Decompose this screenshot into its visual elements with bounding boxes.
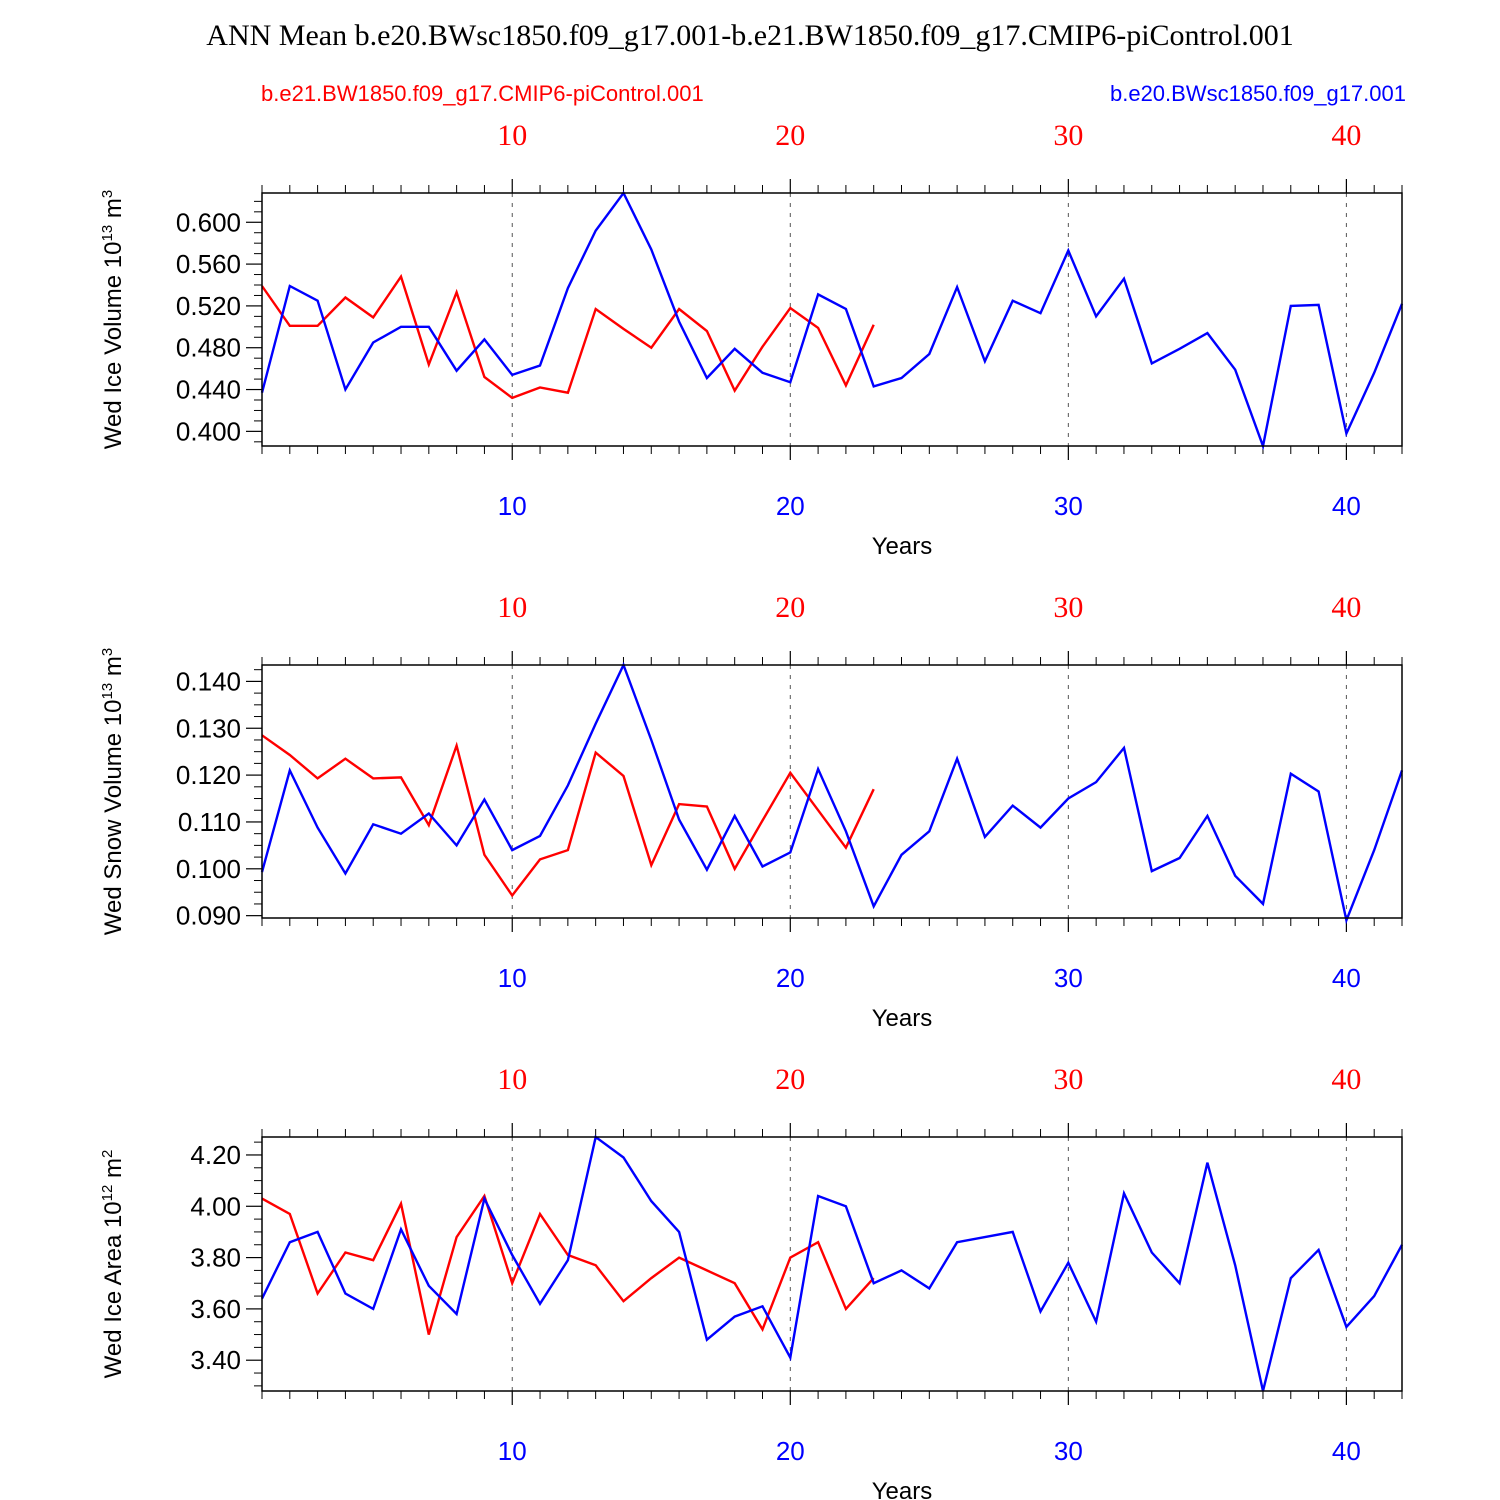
y-axis-label-text: Wed Ice Volume 10	[100, 242, 127, 450]
y-tick-label: 0.100	[176, 854, 241, 884]
y-tick-label: 0.090	[176, 901, 241, 931]
x-axis-label: Years	[872, 1478, 933, 1500]
series-line-case	[260, 1134, 1404, 1392]
figure-title: ANN Mean b.e20.BWsc1850.f09_g17.001-b.e2…	[206, 19, 1293, 52]
y-tick-label: 0.110	[178, 807, 241, 837]
x-tick-label-bottom: 10	[498, 491, 527, 521]
y-tick-label: 3.60	[190, 1294, 241, 1324]
x-tick-label-top: 40	[1331, 1063, 1361, 1096]
x-tick-label-bottom: 20	[776, 491, 805, 521]
y-tick-label: 4.00	[190, 1191, 241, 1221]
chart-panels: 0.400 0.440 0.480 0.520 0.560 0.600 10 20 30 40 10…	[99, 119, 1404, 1500]
x-tick-label-top: 20	[775, 591, 805, 624]
x-axis-label: Years	[872, 1005, 933, 1032]
legend-case-label: b.e20.BWsc1850.f09_g17.001	[1110, 81, 1406, 106]
y-axis-label-exponent: 13	[99, 683, 116, 700]
x-tick-label-top: 10	[497, 591, 527, 624]
x-tick-label-bottom: 20	[776, 963, 805, 993]
y-tick-label: 0.520	[176, 291, 241, 321]
x-tick-label-top: 10	[497, 1063, 527, 1096]
x-tick-label-top: 20	[775, 1063, 805, 1096]
y-axis-label-unit-exponent: 3	[99, 648, 116, 656]
y-tick-label: 0.600	[176, 207, 241, 237]
series-line-ctrl	[261, 734, 875, 898]
plot-frame	[261, 664, 1403, 919]
series-line-ctrl	[261, 273, 875, 400]
x-tick-label-top: 30	[1053, 119, 1083, 152]
y-axis-label: Wed Snow Volume 1013 m3	[99, 648, 127, 935]
x-tick-label-bottom: 20	[776, 1436, 805, 1466]
x-tick-label-top: 30	[1053, 591, 1083, 624]
y-axis-label: Wed Ice Area 1012 m2	[99, 1150, 127, 1379]
y-tick-label: 0.400	[176, 416, 241, 446]
x-tick-label-top: 30	[1053, 1063, 1083, 1096]
x-tick-label-bottom: 30	[1054, 1436, 1083, 1466]
panel-3: 3.40 3.60 3.80 4.00 4.20 10 20 30 40 10 20 30 40 Year…	[99, 1063, 1404, 1500]
y-tick-label: 0.480	[176, 333, 241, 363]
x-tick-label-top: 10	[497, 119, 527, 152]
x-tick-label-bottom: 30	[1054, 963, 1083, 993]
y-tick-label: 0.440	[176, 375, 241, 405]
y-axis-label-exponent: 12	[99, 1185, 116, 1202]
y-axis-label-unit-exponent: 2	[99, 1150, 116, 1158]
y-tick-label: 0.560	[176, 249, 241, 279]
panel-1: 0.400 0.440 0.480 0.520 0.560 0.600 10 20 30 40 10…	[99, 119, 1404, 560]
legend-ctrl-label: b.e21.BW1850.f09_g17.CMIP6-piControl.001	[261, 81, 704, 106]
x-axis-label: Years	[872, 533, 933, 560]
x-tick-label-bottom: 40	[1332, 491, 1361, 521]
y-axis-label-unit: m	[100, 1158, 127, 1185]
panel-2: 0.090 0.100 0.110 0.120 0.130 0.140 10 20 30 40 10…	[99, 591, 1404, 1032]
y-axis-label-text: Wed Ice Area 10	[100, 1201, 127, 1378]
y-tick-label: 0.130	[176, 713, 241, 743]
series-line-case	[260, 661, 1404, 925]
y-tick-label: 3.80	[190, 1243, 241, 1273]
y-axis-label-exponent: 13	[99, 225, 116, 242]
y-tick-label: 0.120	[176, 760, 241, 790]
x-tick-label-bottom: 40	[1332, 963, 1361, 993]
series-line-case	[260, 190, 1404, 451]
y-axis-label: Wed Ice Volume 1013 m3	[99, 190, 127, 449]
x-tick-label-bottom: 10	[498, 1436, 527, 1466]
plot-frame	[261, 1136, 1403, 1392]
y-axis-label-unit-exponent: 3	[99, 190, 116, 198]
x-tick-label-bottom: 40	[1332, 1436, 1361, 1466]
y-tick-label: 3.40	[190, 1345, 241, 1375]
x-tick-label-top: 40	[1331, 119, 1361, 152]
y-axis-label-unit: m	[100, 198, 127, 225]
y-tick-label: 0.140	[176, 666, 241, 696]
y-axis-label-unit: m	[100, 656, 127, 683]
x-tick-label-bottom: 10	[498, 963, 527, 993]
y-axis-label-text: Wed Snow Volume 10	[100, 700, 127, 936]
x-tick-label-bottom: 30	[1054, 491, 1083, 521]
x-tick-label-top: 20	[775, 119, 805, 152]
y-tick-label: 4.20	[190, 1140, 241, 1170]
plot-frame	[261, 192, 1403, 447]
x-tick-label-top: 40	[1331, 591, 1361, 624]
